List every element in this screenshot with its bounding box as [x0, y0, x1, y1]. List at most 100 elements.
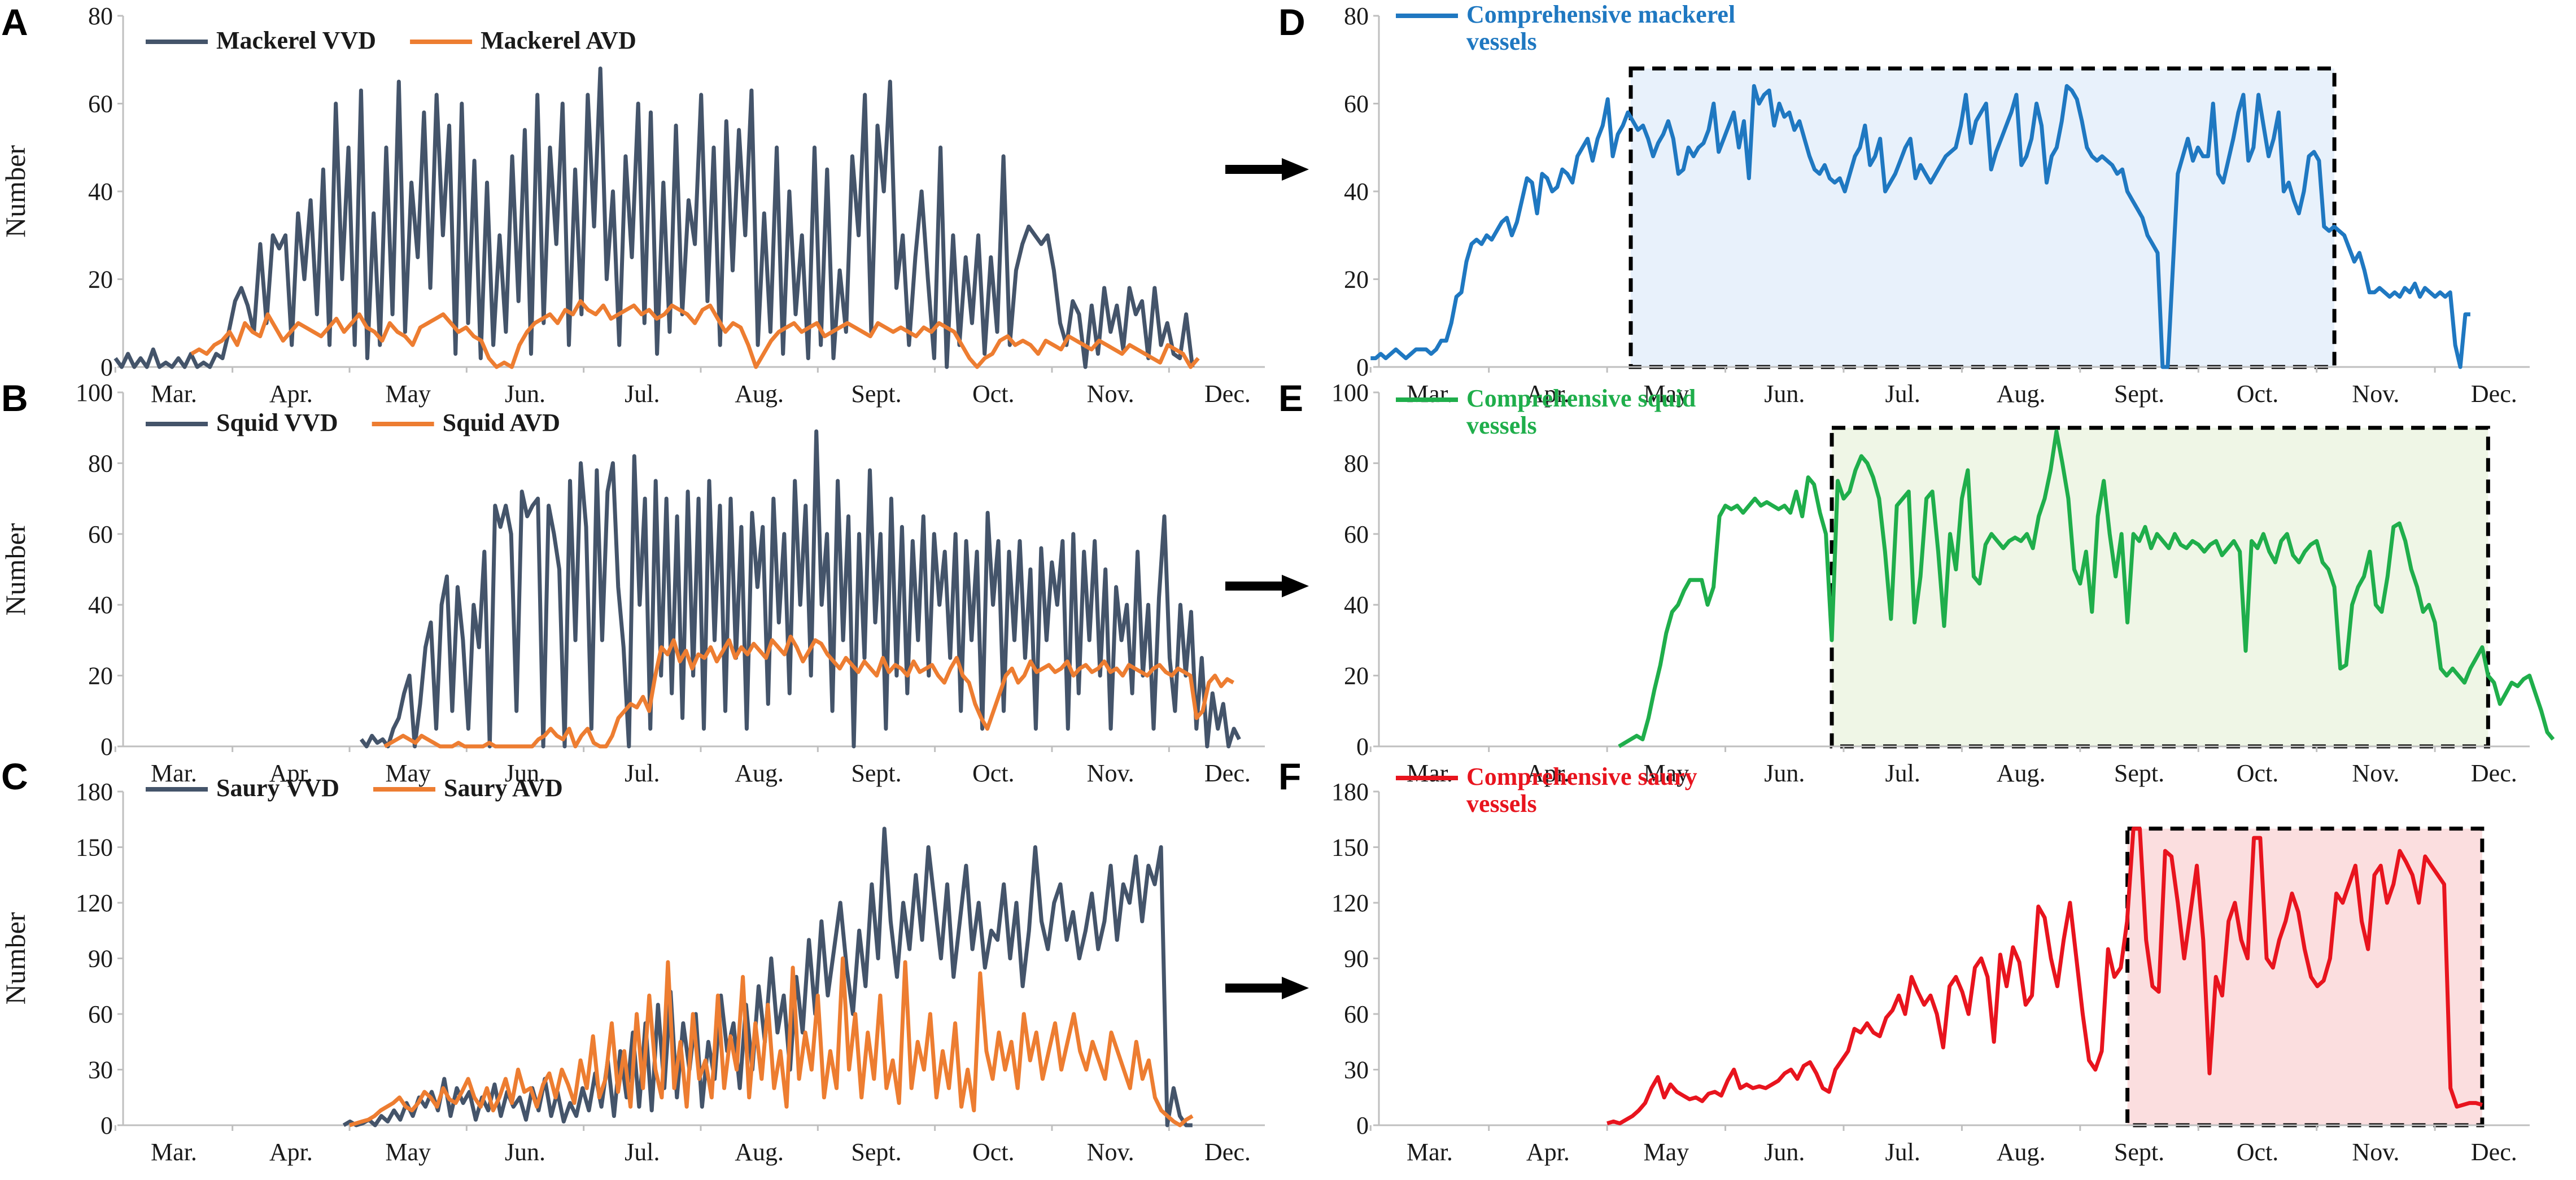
x-tick-label: Oct. [972, 1138, 1015, 1166]
x-tick-label: Apr. [269, 1138, 313, 1166]
y-tick-label: 20 [88, 266, 113, 294]
legend-label: Saury VVD [216, 774, 339, 802]
x-tick-label: Aug. [1997, 380, 2046, 408]
panel-label-a: A [1, 1, 28, 43]
x-tick-label: Dec. [1204, 1138, 1251, 1166]
x-tick-label: Nov. [1087, 380, 1134, 408]
x-tick-label: Dec. [1204, 380, 1251, 408]
y-tick-label: 20 [1344, 266, 1369, 294]
y-tick-label: 0 [1356, 733, 1369, 761]
x-tick-label: Sept. [851, 380, 901, 408]
x-tick-label: Mar. [151, 1138, 197, 1166]
legend-label: Saury AVD [444, 774, 563, 802]
y-tick-label: 0 [101, 1112, 113, 1139]
y-tick-label: 180 [1331, 778, 1369, 806]
x-tick-label: Oct. [972, 380, 1015, 408]
series-line-squid-vvd [359, 429, 1241, 749]
y-tick-label: 150 [76, 834, 113, 862]
x-tick-label: May [385, 380, 431, 408]
x-tick-label: Nov. [2352, 380, 2399, 408]
y-tick-label: 60 [88, 1000, 113, 1028]
x-tick-label: Mar. [1407, 380, 1453, 408]
x-tick-label: Nov. [1087, 1138, 1134, 1166]
legend-label: Comprehensive squid [1466, 384, 1696, 412]
x-tick-label: Jun. [1764, 1138, 1805, 1166]
y-tick-label: 100 [1331, 379, 1369, 407]
x-tick-label: Sept. [851, 1138, 901, 1166]
x-tick-label: Dec. [2471, 759, 2517, 787]
x-tick-label: Jul. [625, 1138, 660, 1166]
y-tick-label: 60 [88, 521, 113, 548]
x-tick-label: Sept. [2114, 759, 2164, 787]
x-tick-label: Mar. [1407, 1138, 1453, 1166]
panel-f: F 0 30 60 90 120 150 180 Mar. Apr. May Jun. Jul. Aug.… [1278, 755, 2530, 1166]
legend-label: vessels [1466, 790, 1537, 818]
y-tick-label: 150 [1331, 834, 1369, 862]
x-tick-label: Aug. [1997, 1138, 2046, 1166]
y-tick-label: 100 [76, 379, 113, 407]
x-tick-label: Mar. [151, 380, 197, 408]
y-tick-label: 60 [1344, 1000, 1369, 1028]
y-tick-label: 60 [1344, 90, 1369, 118]
y-tick-label: 0 [101, 353, 113, 381]
arrow-c-to-f [1225, 977, 1309, 999]
x-tick-label: Apr. [1526, 759, 1570, 787]
series-line-squid-avd [383, 635, 1235, 749]
series-line-saury-avd [349, 956, 1194, 1127]
highlight-box [1628, 66, 2337, 369]
panel-d: D 0 20 40 60 80 Mar. Apr. May Jun. Jul. Aug. Sept. Oc… [1278, 1, 2530, 408]
x-tick-label: Nov. [1087, 759, 1134, 787]
series-line-mackerel-avd [190, 299, 1200, 369]
y-tick-label: 40 [1344, 591, 1369, 619]
panel-label-e: E [1278, 377, 1303, 419]
x-tick-label: May [1644, 759, 1689, 787]
legend-label: Squid VVD [216, 409, 338, 436]
x-tick-label: May [385, 1138, 431, 1166]
panel-c: C 0 30 60 90 120 150 180 Mar. Apr. May Jun. Jul. Aug.… [0, 755, 1265, 1166]
y-tick-label: 40 [88, 591, 113, 619]
x-tick-label: Dec. [1204, 759, 1251, 787]
x-tick-label: May [1644, 1138, 1689, 1166]
y-axis-title: Number [0, 145, 31, 238]
y-tick-label: 20 [1344, 662, 1369, 690]
y-tick-label: 90 [1344, 945, 1369, 973]
x-tick-label: Sept. [851, 759, 901, 787]
x-tick-label: Jun. [1764, 380, 1805, 408]
legend-label: Mackerel VVD [216, 27, 376, 54]
panel-label-f: F [1278, 755, 1301, 797]
y-axis-title: Number [0, 523, 31, 615]
x-tick-label: Sept. [2114, 1138, 2164, 1166]
y-tick-label: 80 [1344, 449, 1369, 477]
highlight-box [2125, 827, 2485, 1127]
x-tick-label: Jul. [1885, 759, 1920, 787]
x-tick-label: Oct. [2237, 1138, 2279, 1166]
x-tick-label: Aug. [735, 1138, 784, 1166]
y-tick-label: 40 [88, 178, 113, 206]
y-tick-label: 180 [76, 778, 113, 806]
y-tick-label: 60 [88, 90, 113, 118]
series-line-saury-vvd [342, 827, 1193, 1127]
panel-b: B 0 20 40 60 80 100 Mar. Apr. May Jun. Jul. Aug. Sept… [0, 377, 1265, 787]
arrow-b-to-e [1225, 575, 1309, 597]
panel-label-d: D [1278, 1, 1306, 43]
y-tick-label: 120 [1331, 889, 1369, 917]
x-tick-label: Nov. [2352, 759, 2399, 787]
y-tick-label: 0 [1356, 1112, 1369, 1139]
x-tick-label: Oct. [972, 759, 1015, 787]
x-tick-label: May [385, 759, 431, 787]
x-tick-label: Jul. [1885, 380, 1920, 408]
y-tick-label: 60 [1344, 521, 1369, 548]
x-tick-label: Apr. [269, 380, 313, 408]
series-line-mackerel-vvd [113, 66, 1195, 369]
y-tick-label: 0 [1356, 353, 1369, 381]
series-line-comprehensive-squid-vessels [1618, 429, 2555, 748]
x-tick-label: Jun. [505, 759, 545, 787]
series-line-comprehensive-mackerel-vessels [1370, 84, 2470, 369]
legend-label: Squid AVD [443, 409, 560, 436]
y-tick-label: 40 [1344, 178, 1369, 206]
series-line-comprehensive-saury-vessels [1606, 827, 2483, 1126]
y-tick-label: 80 [1344, 2, 1369, 30]
x-tick-label: May [1644, 380, 1689, 408]
y-tick-label: 90 [88, 945, 113, 973]
